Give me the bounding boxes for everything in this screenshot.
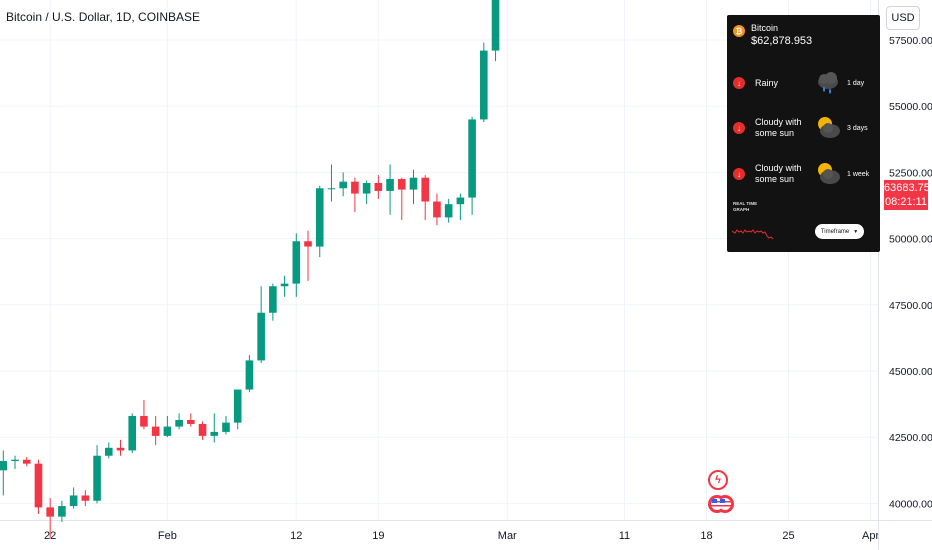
candle-body — [81, 495, 90, 501]
candle-body — [128, 416, 137, 451]
x-tick-label: Apr — [862, 530, 879, 542]
candle-body — [34, 463, 43, 508]
candle-body — [304, 241, 312, 247]
candle-body — [116, 447, 125, 451]
forecast-row: ↓ Cloudy with some sun 1 week — [733, 161, 873, 187]
candle-body — [222, 422, 230, 432]
x-tick-label: 19 — [372, 530, 384, 542]
candle-body — [210, 431, 219, 436]
candle-body — [292, 241, 301, 284]
candle-body — [151, 426, 160, 436]
candle-body — [491, 0, 500, 51]
weather-forecast-widget: ₿ Bitcoin $62,878.953 ↓ Rainy 1 day ↓ Cl… — [727, 15, 880, 252]
partly-cloudy-icon — [818, 117, 840, 138]
forecast-label: Cloudy with some sun — [755, 117, 802, 138]
candle-body — [397, 179, 406, 190]
candle-body — [22, 459, 31, 464]
y-tick-label: 57500.00 — [889, 35, 932, 47]
candle-body — [198, 423, 207, 436]
candle-body — [433, 201, 441, 218]
candle-body — [269, 286, 277, 313]
forecast-row: ↓ Cloudy with some sun 3 days — [733, 115, 873, 141]
real-time-sparkline — [732, 229, 774, 240]
x-tick-label: Mar — [498, 530, 517, 542]
x-tick-label: 25 — [782, 530, 794, 542]
y-tick-label: 47500.00 — [889, 300, 932, 312]
y-tick-label: 52500.00 — [889, 167, 932, 179]
forecast-period: 3 days — [847, 124, 868, 132]
forecast-row: ↓ Rainy 1 day — [733, 70, 873, 96]
candle-body — [233, 389, 242, 423]
currency-button[interactable]: USD — [886, 6, 920, 30]
y-tick-label: 45000.00 — [889, 366, 932, 378]
candle-body — [187, 419, 195, 424]
last-price-tag: 63683.75 08:21:11 — [884, 180, 930, 210]
candle-body — [386, 179, 394, 191]
partly-cloudy-icon — [818, 163, 840, 184]
candle-body — [93, 455, 101, 501]
candle-body — [104, 447, 113, 456]
down-arrow-icon: ↓ — [733, 77, 745, 89]
candle-body — [46, 507, 54, 517]
us-flag-events-icon[interactable] — [707, 494, 737, 514]
candle-body — [257, 312, 265, 361]
y-tick-label: 50000.00 — [889, 234, 932, 246]
candle-body — [140, 416, 148, 427]
candle-body — [374, 182, 383, 191]
candle-body — [351, 181, 359, 194]
widget-coin-price: $62,878.953 — [751, 35, 813, 47]
down-arrow-icon: ↓ — [733, 168, 745, 180]
candle-body — [362, 182, 371, 194]
x-tick-label: 11 — [619, 530, 630, 542]
real-time-graph-label: REAL TIME GRAPH — [733, 201, 758, 212]
candle-body — [315, 188, 324, 247]
candle-body — [468, 119, 476, 198]
candle-body — [58, 506, 66, 517]
x-tick-label: 12 — [290, 530, 302, 542]
timeframe-label: Timeframe — [820, 228, 850, 235]
forecast-label: Rainy — [755, 77, 779, 88]
forecast-label: Cloudy with some sun — [755, 163, 802, 184]
bitcoin-icon: ₿ — [733, 25, 745, 37]
forecast-period: 1 day — [847, 79, 865, 87]
chart-title: Bitcoin / U.S. Dollar, 1D, COINBASE — [6, 10, 201, 24]
candle-body — [327, 188, 336, 190]
x-tick-label: Feb — [158, 530, 177, 542]
caret-down-icon: ▼ — [853, 228, 859, 235]
candle-body — [339, 181, 347, 189]
forecast-period: 1 week — [847, 170, 870, 178]
last-price-value: 63683.75 — [884, 182, 930, 194]
candle-body — [175, 419, 183, 427]
y-tick-label: 40000.00 — [889, 498, 932, 510]
down-arrow-icon: ↓ — [733, 122, 745, 134]
candle-body — [280, 283, 289, 287]
lightning-icon[interactable]: ϟ — [708, 470, 728, 490]
candle-body — [163, 426, 172, 436]
candle-body — [480, 50, 488, 120]
candle-body — [409, 177, 418, 190]
widget-coin-name: Bitcoin — [751, 23, 779, 33]
candle-body — [11, 459, 19, 462]
candle-body — [456, 197, 465, 205]
widget-header: ₿ Bitcoin $62,878.953 — [733, 23, 812, 48]
x-tick-label: 18 — [700, 530, 712, 542]
last-price-countdown: 08:21:11 — [884, 196, 927, 208]
candle-body — [69, 495, 78, 507]
timeframe-dropdown[interactable]: Timeframe ▼ — [815, 224, 864, 239]
candle-body — [421, 177, 430, 202]
rain-cloud-icon — [818, 72, 838, 94]
candle-body — [245, 360, 254, 390]
candle-body — [0, 461, 8, 471]
y-tick-label: 42500.00 — [889, 432, 932, 444]
candle-body — [444, 204, 453, 218]
y-tick-label: 55000.00 — [889, 101, 932, 113]
